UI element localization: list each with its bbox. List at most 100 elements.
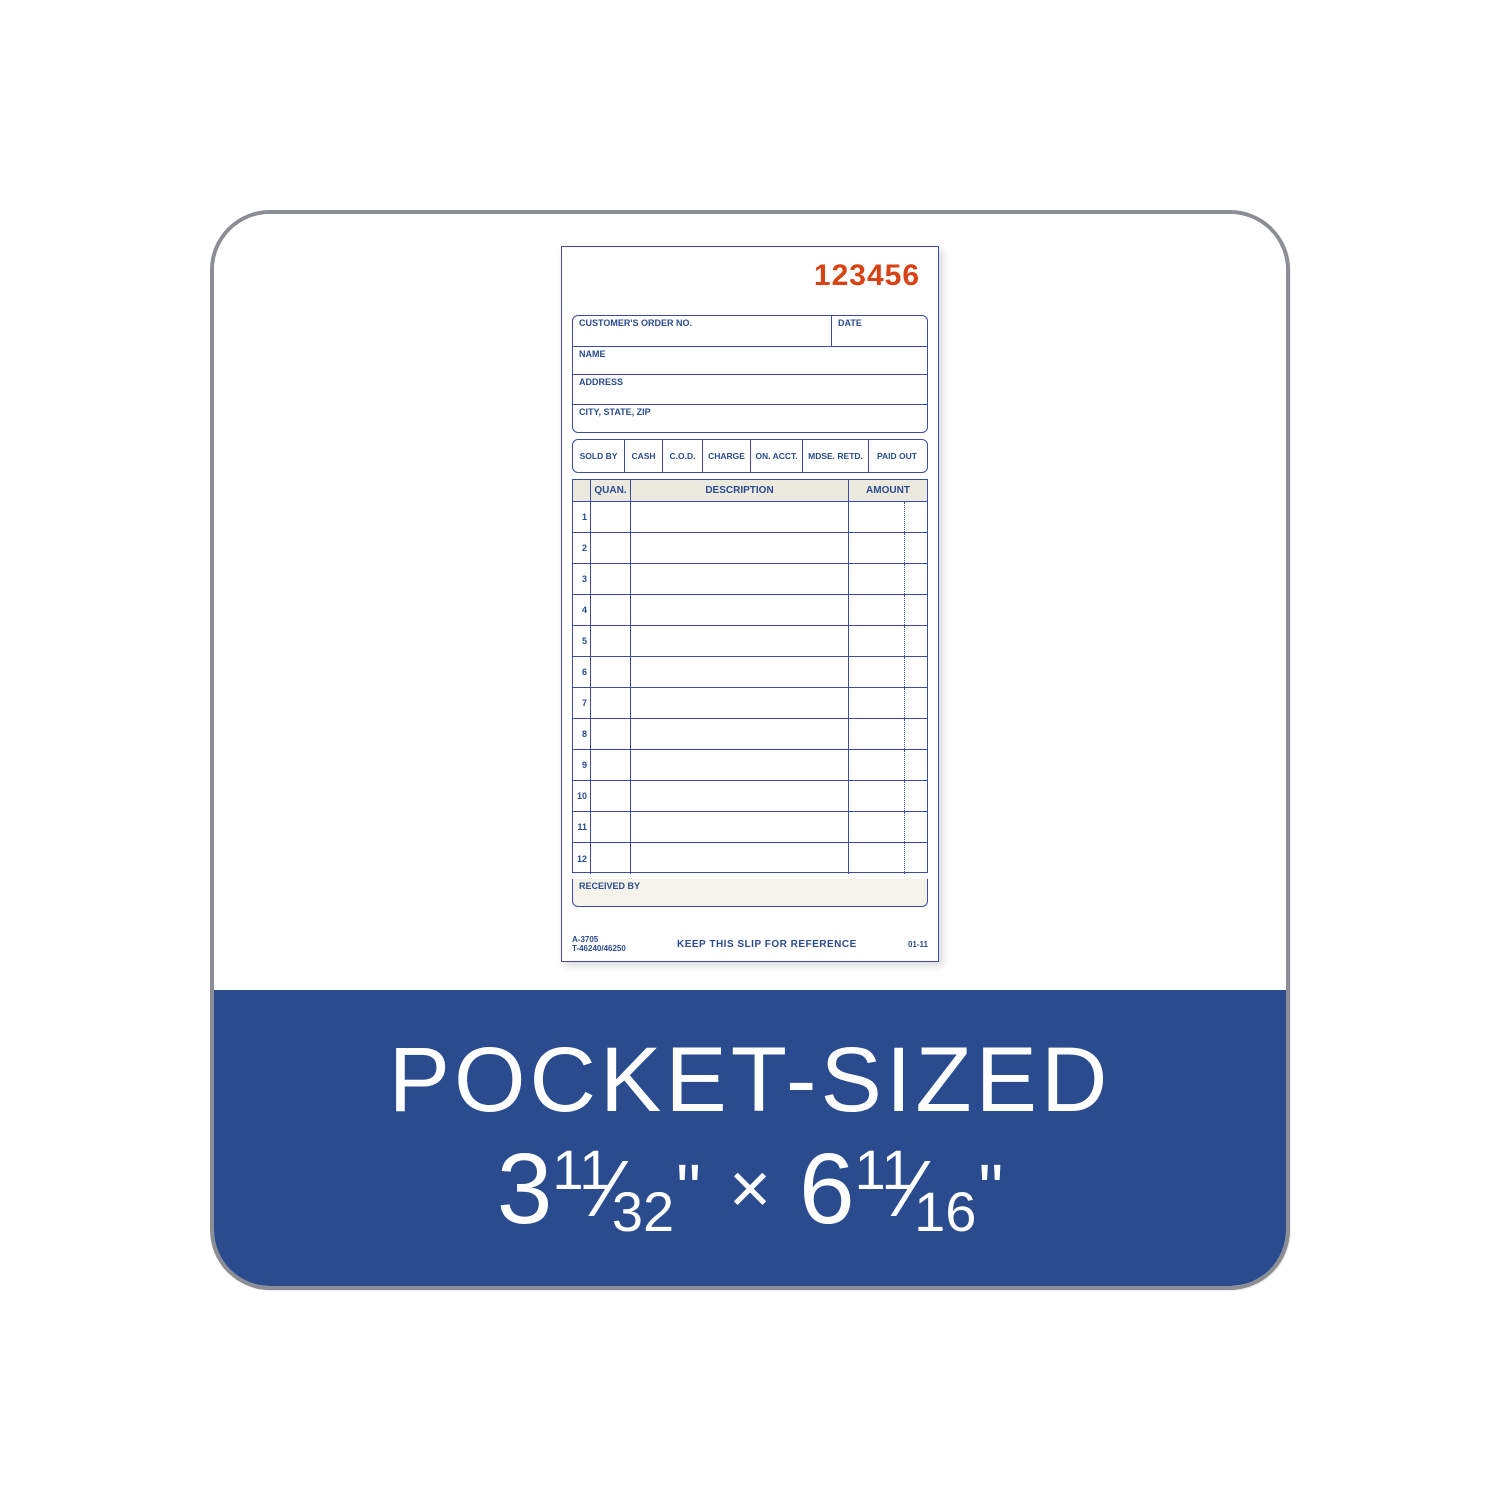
dim1-den: 32 (612, 1181, 674, 1243)
cell-amount (849, 750, 927, 780)
payment-cell: ON. ACCT. (751, 440, 803, 472)
line-row: 3 (573, 564, 927, 595)
serial-number: 123456 (814, 259, 920, 293)
payment-cell: C.O.D. (663, 440, 703, 472)
cell-desc (631, 533, 849, 563)
cell-quan (591, 688, 631, 718)
cell-amount (849, 502, 927, 532)
line-row: 9 (573, 750, 927, 781)
cell-quan (591, 502, 631, 532)
payment-cell: MDSE. RETD. (803, 440, 869, 472)
footer-code-t: T-46240/46250 (572, 945, 626, 953)
col-header-desc: DESCRIPTION (631, 480, 849, 501)
row-number: 11 (573, 812, 591, 842)
cell-desc (631, 843, 849, 874)
payment-cell: CHARGE (703, 440, 751, 472)
row-number: 4 (573, 595, 591, 625)
line-row: 4 (573, 595, 927, 626)
line-row: 12 (573, 843, 927, 874)
col-header-amount: AMOUNT (849, 480, 927, 501)
row-number: 8 (573, 719, 591, 749)
customer-block: CUSTOMER'S ORDER NO. DATE NAME ADDRESS C… (572, 315, 928, 433)
label-csz: CITY, STATE, ZIP (579, 407, 651, 417)
cell-quan (591, 781, 631, 811)
cell-desc (631, 719, 849, 749)
footer-codes: A-3705 T-46240/46250 (572, 936, 626, 953)
line-row: 11 (573, 812, 927, 843)
product-card: 123456 CUSTOMER'S ORDER NO. DATE NAME AD… (210, 210, 1290, 1290)
cell-desc (631, 750, 849, 780)
line-row: 10 (573, 781, 927, 812)
dim1-num: 11 (552, 1139, 610, 1201)
row-number: 12 (573, 843, 591, 874)
payment-cell: SOLD BY (573, 440, 625, 472)
inch-mark-1: " (676, 1151, 701, 1228)
payment-row: SOLD BYCASHC.O.D.CHARGEON. ACCT.MDSE. RE… (572, 439, 928, 473)
cell-amount (849, 595, 927, 625)
cell-desc (631, 564, 849, 594)
sales-slip: 123456 CUSTOMER'S ORDER NO. DATE NAME AD… (561, 246, 939, 962)
cell-desc (631, 657, 849, 687)
line-row: 2 (573, 533, 927, 564)
dim1-whole: 3 (497, 1134, 553, 1244)
cell-amount (849, 812, 927, 842)
cell-quan (591, 657, 631, 687)
cell-amount (849, 719, 927, 749)
cell-quan (591, 812, 631, 842)
line-items-body: 123456789101112 (573, 502, 927, 874)
slip-preview-area: 123456 CUSTOMER'S ORDER NO. DATE NAME AD… (214, 214, 1286, 994)
times-symbol: × (729, 1150, 771, 1229)
slip-footer: A-3705 T-46240/46250 KEEP THIS SLIP FOR … (572, 936, 928, 953)
payment-cell: PAID OUT (869, 440, 925, 472)
label-order-no: CUSTOMER'S ORDER NO. (579, 318, 692, 328)
cell-quan (591, 750, 631, 780)
line-items-table: QUAN. DESCRIPTION AMOUNT 123456789101112 (572, 479, 928, 873)
dim2-whole: 6 (799, 1134, 855, 1244)
line-row: 7 (573, 688, 927, 719)
col-header-quan: QUAN. (591, 480, 631, 501)
row-number: 1 (573, 502, 591, 532)
cell-amount (849, 688, 927, 718)
cell-amount (849, 626, 927, 656)
cell-quan (591, 564, 631, 594)
cell-amount (849, 781, 927, 811)
row-number: 3 (573, 564, 591, 594)
field-city-state-zip: CITY, STATE, ZIP (573, 404, 927, 433)
dim-1: 3 11 ⁄ 32 " (497, 1134, 701, 1244)
footer-rev: 01-11 (908, 940, 928, 949)
cell-amount (849, 533, 927, 563)
cell-desc (631, 812, 849, 842)
dim2-num: 11 (855, 1139, 913, 1201)
label-date: DATE (838, 318, 862, 328)
label-address: ADDRESS (579, 377, 623, 387)
payment-cell: CASH (625, 440, 663, 472)
banner-dimensions: 3 11 ⁄ 32 " × 6 11 ⁄ 16 " (497, 1134, 1004, 1244)
field-order-no: CUSTOMER'S ORDER NO. DATE (573, 316, 927, 346)
row-number: 2 (573, 533, 591, 563)
label-received-by: RECEIVED BY (579, 881, 640, 891)
row-number: 5 (573, 626, 591, 656)
cell-quan (591, 719, 631, 749)
row-number: 6 (573, 657, 591, 687)
line-row: 1 (573, 502, 927, 533)
banner-title: POCKET-SIZED (389, 1032, 1112, 1129)
field-name: NAME (573, 346, 927, 374)
cell-desc (631, 781, 849, 811)
row-number: 9 (573, 750, 591, 780)
cell-amount (849, 564, 927, 594)
line-row: 6 (573, 657, 927, 688)
footer-reference: KEEP THIS SLIP FOR REFERENCE (677, 939, 857, 950)
received-by-block: RECEIVED BY (572, 879, 928, 907)
dim2-den: 16 (914, 1181, 976, 1243)
line-row: 8 (573, 719, 927, 750)
size-banner: POCKET-SIZED 3 11 ⁄ 32 " × 6 11 ⁄ 16 " (214, 990, 1286, 1286)
cell-quan (591, 533, 631, 563)
cell-desc (631, 688, 849, 718)
cell-quan (591, 843, 631, 874)
field-address: ADDRESS (573, 374, 927, 404)
field-date: DATE (831, 316, 927, 346)
line-items-header: QUAN. DESCRIPTION AMOUNT (573, 480, 927, 502)
cell-amount (849, 843, 927, 874)
cell-desc (631, 626, 849, 656)
dim-2: 6 11 ⁄ 16 " (799, 1134, 1003, 1244)
